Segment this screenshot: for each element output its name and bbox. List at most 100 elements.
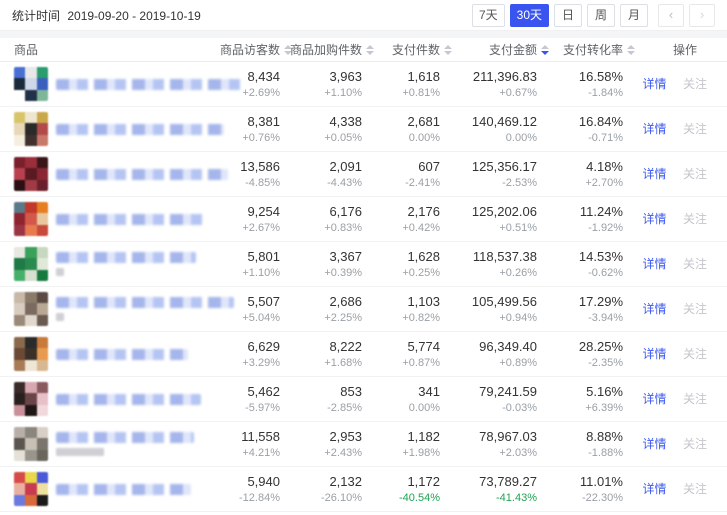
product-name-blurred[interactable] (56, 432, 194, 443)
product-thumbnail[interactable] (14, 382, 48, 416)
visitors-value: 5,940 (247, 474, 280, 489)
product-thumbnail[interactable] (14, 157, 48, 191)
product-thumbnail[interactable] (14, 472, 48, 506)
product-name-line2 (56, 268, 64, 276)
product-name-line2 (56, 448, 104, 456)
product-name-blurred[interactable] (56, 483, 191, 495)
column-header-product: 商品 (14, 43, 39, 57)
conversion-cell: 28.25% -2.35% (549, 339, 635, 369)
cart-adds-change: +2.25% (324, 312, 362, 324)
follow-link[interactable]: 关注 (682, 167, 707, 181)
product-thumbnail[interactable] (14, 427, 48, 461)
conversion-cell: 16.84% -0.71% (549, 114, 635, 144)
detail-link[interactable]: 详情 (642, 392, 667, 406)
actions-cell: 详情 关注 (635, 165, 713, 183)
product-name-blurred[interactable] (56, 78, 241, 90)
range-button-30天[interactable]: 30天 (509, 3, 549, 27)
pay-amount-change: +0.89% (499, 357, 537, 369)
detail-link[interactable]: 详情 (642, 77, 667, 91)
table-header: 商品 商品访客数 商品加购件数 支付件数 支付金额 支付转化率 操作 (0, 38, 727, 62)
cart-adds-change: +0.39% (324, 267, 362, 279)
conversion-value: 11.24% (579, 204, 623, 219)
product-name-blurred[interactable] (56, 252, 196, 263)
range-button-日[interactable]: 日 (554, 3, 582, 27)
conversion-cell: 4.18% +2.70% (549, 159, 635, 189)
range-button-group: 7天 30天日周月 (467, 3, 648, 27)
cart-adds-change: +0.83% (324, 222, 362, 234)
column-header-cart-adds[interactable]: 商品加购件数 (290, 41, 374, 58)
prev-page-button[interactable]: ‹ (658, 3, 684, 27)
column-header-visitors[interactable]: 商品访客数 (214, 41, 292, 58)
next-page-button[interactable]: › (689, 3, 715, 27)
detail-link[interactable]: 详情 (642, 122, 667, 136)
pay-count-change: 0.00% (408, 402, 440, 414)
visitors-cell: 13,586 -4.85% (214, 159, 292, 189)
detail-link[interactable]: 详情 (642, 212, 667, 226)
pay-count-change: +0.82% (402, 312, 440, 324)
pay-amount-cell: 105,499.56 +0.94% (452, 294, 549, 324)
follow-link[interactable]: 关注 (682, 122, 707, 136)
column-header-pay-count[interactable]: 支付件数 (374, 41, 452, 58)
product-thumbnail[interactable] (14, 67, 48, 101)
visitors-change: +0.76% (242, 132, 280, 144)
pay-count-change: +0.42% (402, 222, 440, 234)
range-button-月[interactable]: 月 (620, 3, 648, 27)
follow-link[interactable]: 关注 (682, 482, 707, 496)
conversion-value: 16.84% (578, 114, 623, 129)
detail-link[interactable]: 详情 (642, 257, 667, 271)
column-header-conversion[interactable]: 支付转化率 (549, 41, 635, 58)
follow-link[interactable]: 关注 (682, 212, 707, 226)
follow-link[interactable]: 关注 (682, 347, 707, 361)
product-name-blurred[interactable] (56, 348, 188, 360)
visitors-cell: 6,629 +3.29% (214, 339, 292, 369)
product-thumbnail[interactable] (14, 292, 48, 326)
product-thumbnail[interactable] (14, 202, 48, 236)
conversion-change: -0.71% (588, 132, 623, 144)
cart-adds-change: +1.10% (324, 87, 362, 99)
cart-adds-cell: 2,132 -26.10% (292, 474, 374, 504)
conversion-value: 16.58% (578, 69, 623, 84)
product-thumbnail[interactable] (14, 337, 48, 371)
detail-link[interactable]: 详情 (642, 437, 667, 451)
follow-link[interactable]: 关注 (682, 392, 707, 406)
product-name-blurred[interactable] (56, 213, 206, 225)
product-thumbnail[interactable] (14, 112, 48, 146)
product-name-blurred[interactable] (56, 393, 201, 405)
conversion-value: 17.29% (578, 294, 623, 309)
conversion-value: 28.25% (578, 339, 623, 354)
cart-adds-value: 3,963 (329, 69, 362, 84)
stat-time-label: 统计时间 (12, 8, 61, 23)
cart-adds-value: 2,091 (329, 159, 362, 174)
detail-link[interactable]: 详情 (642, 167, 667, 181)
product-name-blurred[interactable] (56, 168, 228, 180)
detail-link[interactable]: 详情 (642, 482, 667, 496)
table-row: 5,940 -12.84% 2,132 -26.10% 1,172 -40.54… (0, 467, 727, 512)
range-button-周[interactable]: 周 (587, 3, 615, 27)
pay-count-value: 1,628 (407, 249, 440, 264)
column-header-pay-amount[interactable]: 支付金额 (452, 41, 549, 58)
product-thumbnail[interactable] (14, 247, 48, 281)
detail-link[interactable]: 详情 (642, 347, 667, 361)
detail-link[interactable]: 详情 (642, 302, 667, 316)
conversion-change: -22.30% (582, 492, 623, 504)
product-cell (14, 202, 214, 236)
product-name-block (56, 348, 188, 360)
product-name-blurred[interactable] (56, 297, 234, 308)
pay-amount-cell: 79,241.59 -0.03% (452, 384, 549, 414)
follow-link[interactable]: 关注 (682, 77, 707, 91)
range-button-7天[interactable]: 7天 (471, 3, 505, 27)
product-name-blurred[interactable] (56, 123, 224, 135)
follow-link[interactable]: 关注 (682, 257, 707, 271)
visitors-change: -5.97% (245, 402, 280, 414)
visitors-cell: 5,940 -12.84% (214, 474, 292, 504)
table-row: 13,586 -4.85% 2,091 -4.43% 607 -2.41% 12… (0, 152, 727, 197)
visitors-value: 6,629 (247, 339, 280, 354)
table-row: 11,558 +4.21% 2,953 +2.43% 1,182 +1.98% … (0, 422, 727, 467)
visitors-change: +2.67% (242, 222, 280, 234)
pay-count-value: 5,774 (407, 339, 440, 354)
follow-link[interactable]: 关注 (682, 437, 707, 451)
pay-amount-value: 96,349.40 (479, 339, 537, 354)
product-cell (14, 67, 241, 101)
product-name-block (56, 432, 194, 456)
follow-link[interactable]: 关注 (682, 302, 707, 316)
